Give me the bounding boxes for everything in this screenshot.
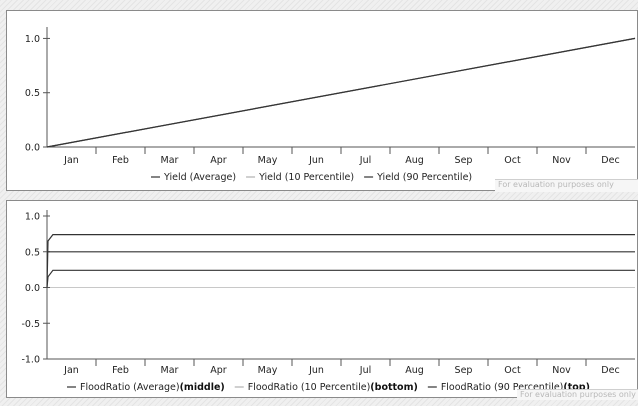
y-tick-label: 0.0	[25, 283, 40, 294]
legend: Yield (Average) Yield (10 Percentile) Yiel…	[151, 172, 472, 183]
yield-chart-panel: 0.0 0.5 1.0 Jan Feb Mar Apr May Jun Jul Aug Sep Oct N…	[6, 10, 638, 192]
floodratio-chart-panel: -1.0 -0.5 0.0 0.5 1.0 Jan Feb Mar Apr May Jun Jul Au…	[6, 200, 638, 400]
x-tick-label: Nov	[552, 365, 571, 376]
x-tick-label: May	[258, 365, 278, 376]
evaluation-watermark-bottom: For evaluation purposes only	[517, 389, 638, 400]
series-line-2	[46, 37, 636, 148]
x-tick-label: Sep	[455, 155, 473, 166]
legend-tag-1: (bottom)	[370, 382, 418, 393]
x-tick-label: Sep	[455, 365, 473, 376]
x-tick-label: Oct	[504, 155, 521, 166]
x-tick-label: Nov	[552, 155, 571, 166]
y-tick-label: -0.5	[21, 319, 40, 330]
legend-label-1: Yield (10 Percentile)	[258, 172, 354, 183]
y-tick-label: -1.0	[21, 355, 40, 366]
x-tick-label: Jan	[63, 155, 79, 166]
y-tick-label: 0.5	[25, 247, 40, 258]
y-tick-label: 0.5	[25, 88, 40, 99]
x-tick-label: Jul	[359, 155, 371, 166]
evaluation-watermark: For evaluation purposes only	[495, 179, 638, 192]
x-tick-label: Dec	[601, 365, 619, 376]
x-tick-label: Jun	[308, 365, 324, 376]
x-tick-label: Aug	[405, 365, 424, 376]
x-tick-label: Feb	[112, 365, 129, 376]
legend-label-1: FloodRatio (10 Percentile)	[248, 382, 371, 393]
legend-label-0: FloodRatio (Average)	[80, 382, 180, 393]
legend-label-0: Yield (Average)	[163, 172, 236, 183]
legend-tag-2: (top)	[563, 382, 590, 393]
x-tick-label: Apr	[210, 155, 227, 166]
x-tick-label: May	[258, 155, 278, 166]
x-tick-label: Dec	[601, 155, 619, 166]
yield-chart: 0.0 0.5 1.0 Jan Feb Mar Apr May Jun Jul Aug Sep Oct N…	[25, 27, 636, 183]
x-tick-label: Feb	[112, 155, 129, 166]
series-line-1	[46, 269, 635, 288]
legend-label-2: Yield (90 Percentile)	[376, 172, 472, 183]
legend-tag-0: (middle)	[180, 382, 225, 393]
x-tick-label: Jan	[63, 365, 79, 376]
x-tick-label: Oct	[504, 365, 521, 376]
floodratio-chart: -1.0 -0.5 0.0 0.5 1.0 Jan Feb Mar Apr May Jun Jul Au…	[21, 210, 635, 393]
x-tick-label: Mar	[161, 155, 179, 166]
x-tick-label: Jul	[359, 365, 371, 376]
x-tick-label: Apr	[210, 365, 227, 376]
x-tick-label: Aug	[405, 155, 424, 166]
legend-label-2: FloodRatio (90 Percentile)	[441, 382, 564, 393]
x-tick-label: Mar	[161, 365, 179, 376]
series-line-2	[46, 233, 635, 288]
y-tick-label: 1.0	[25, 34, 40, 45]
y-tick-label: 1.0	[25, 212, 40, 223]
y-tick-label: 0.0	[25, 143, 40, 154]
x-tick-label: Jun	[308, 155, 324, 166]
legend: FloodRatio (Average) (middle) FloodRatio (…	[67, 382, 590, 393]
